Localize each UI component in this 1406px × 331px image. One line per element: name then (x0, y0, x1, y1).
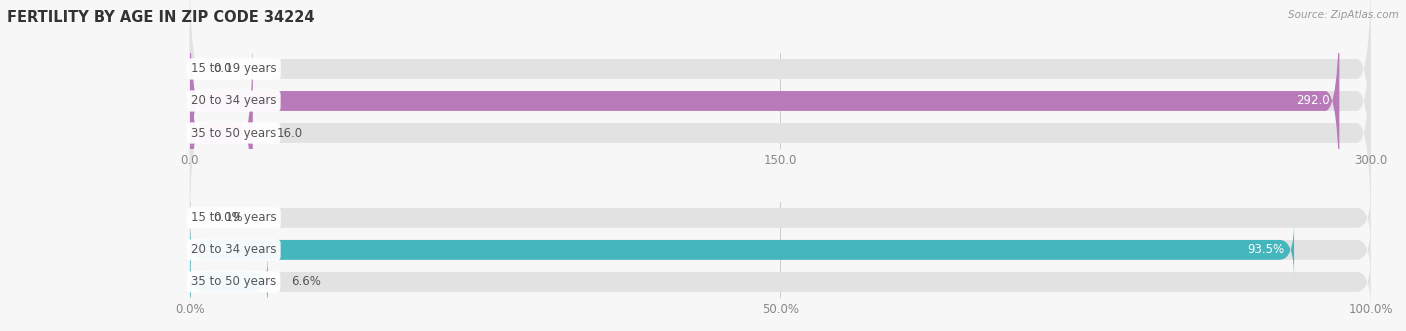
FancyBboxPatch shape (190, 28, 1371, 238)
Text: 20 to 34 years: 20 to 34 years (191, 243, 277, 257)
Text: Source: ZipAtlas.com: Source: ZipAtlas.com (1288, 10, 1399, 20)
Text: 15 to 19 years: 15 to 19 years (191, 212, 277, 224)
FancyBboxPatch shape (190, 28, 253, 238)
FancyBboxPatch shape (190, 0, 1340, 206)
Text: 16.0: 16.0 (277, 126, 302, 139)
Text: 0.0: 0.0 (214, 63, 232, 75)
FancyBboxPatch shape (190, 254, 1371, 310)
FancyBboxPatch shape (190, 0, 1371, 174)
Text: 292.0: 292.0 (1296, 94, 1330, 108)
Text: 35 to 50 years: 35 to 50 years (191, 275, 276, 288)
Text: 20 to 34 years: 20 to 34 years (191, 94, 277, 108)
Text: 93.5%: 93.5% (1247, 243, 1285, 257)
Text: FERTILITY BY AGE IN ZIP CODE 34224: FERTILITY BY AGE IN ZIP CODE 34224 (7, 10, 315, 25)
FancyBboxPatch shape (190, 0, 1371, 206)
Text: 35 to 50 years: 35 to 50 years (191, 126, 276, 139)
Text: 0.0%: 0.0% (214, 212, 243, 224)
FancyBboxPatch shape (190, 254, 267, 310)
FancyBboxPatch shape (190, 221, 1294, 278)
FancyBboxPatch shape (190, 221, 1371, 278)
Text: 6.6%: 6.6% (291, 275, 321, 288)
Text: 15 to 19 years: 15 to 19 years (191, 63, 277, 75)
FancyBboxPatch shape (190, 189, 1371, 246)
